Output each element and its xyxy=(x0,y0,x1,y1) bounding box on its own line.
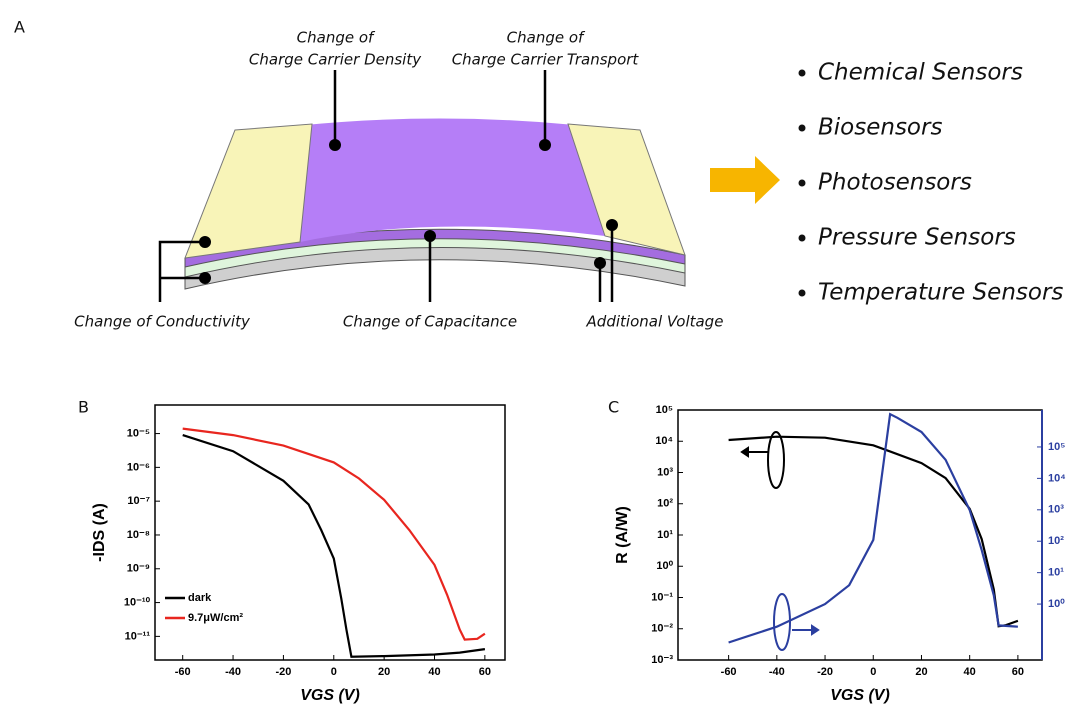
panel-label: A xyxy=(14,18,25,37)
y-tick-label: 10⁻² xyxy=(651,623,673,635)
application-list: Chemical Sensors Biosensors Photosensors Pr… xyxy=(799,60,1064,306)
y-tick-label: 10⁻⁷ xyxy=(127,495,150,507)
x-tick-label: -60 xyxy=(721,666,737,678)
axis-indicator xyxy=(774,594,818,650)
axis-indicator xyxy=(742,432,784,488)
x-tick-label: 20 xyxy=(378,666,390,678)
semiconductor xyxy=(295,119,605,244)
x-tick-label: 40 xyxy=(964,666,976,678)
device-diagram xyxy=(160,70,685,302)
y-axis-label: -IDS (A) xyxy=(91,503,108,562)
x-tick-label: 20 xyxy=(915,666,927,678)
y-tick-label: 10⁻⁹ xyxy=(127,563,150,575)
y-tick-label: 10⁻¹⁰ xyxy=(124,596,151,608)
application: Temperature Sensors xyxy=(818,280,1063,306)
y2-tick-label: 10¹ xyxy=(1048,567,1064,579)
y-tick-label: 10⁻⁶ xyxy=(127,461,150,473)
y-tick-label: 10¹ xyxy=(657,529,673,541)
y-tick-label: 10⁻⁵ xyxy=(127,427,150,439)
y-tick-label: 10⁻¹¹ xyxy=(125,630,151,642)
application: Chemical Sensors xyxy=(818,60,1023,86)
legend-label: dark xyxy=(188,592,212,604)
y-tick-label: 10⁰ xyxy=(656,560,673,572)
x-axis-label: VGS (V) xyxy=(830,687,890,704)
y2-tick-label: 10⁰ xyxy=(1048,598,1065,610)
x-tick-label: 0 xyxy=(870,666,876,678)
diagram-label: Additional Voltage xyxy=(586,313,724,331)
y-tick-label: 10⁻¹ xyxy=(651,591,673,603)
diagram-label: Change of xyxy=(297,29,376,47)
series-line xyxy=(183,429,485,640)
y2-tick-label: 10² xyxy=(1048,535,1064,547)
plot-frame xyxy=(678,410,1042,660)
x-tick-label: -40 xyxy=(769,666,785,678)
diagram-label: Change of Capacitance xyxy=(343,313,517,331)
y2-tick-label: 10³ xyxy=(1048,504,1064,516)
x-tick-label: -60 xyxy=(175,666,191,678)
bullet xyxy=(799,125,806,132)
x-tick-label: -20 xyxy=(817,666,833,678)
bullet xyxy=(799,235,806,242)
y-tick-label: 10⁴ xyxy=(655,435,673,447)
application: Pressure Sensors xyxy=(818,225,1016,251)
y-tick-label: 10⁻³ xyxy=(651,654,673,666)
arrow xyxy=(710,156,780,204)
application: Biosensors xyxy=(818,115,942,141)
y2-tick-label: 10⁵ xyxy=(1048,441,1065,453)
series-line xyxy=(729,437,1018,627)
x-tick-label: 60 xyxy=(479,666,491,678)
y-tick-label: 10² xyxy=(657,498,673,510)
x-axis-label: VGS (V) xyxy=(300,687,360,704)
diagram-label: Change of Conductivity xyxy=(74,313,251,331)
y-tick-label: 10⁵ xyxy=(656,404,673,416)
diagram-label: Change of xyxy=(507,29,586,47)
series-line xyxy=(729,414,1018,642)
y-tick-label: 10⁻⁸ xyxy=(127,529,150,541)
bullet xyxy=(799,180,806,187)
y-tick-label: 10³ xyxy=(657,466,673,478)
diagram-label: Charge Carrier Density xyxy=(249,51,422,69)
x-tick-label: 0 xyxy=(331,666,337,678)
application: Photosensors xyxy=(818,170,972,196)
x-tick-label: -20 xyxy=(275,666,291,678)
figure: A B C Change of Charge Carrier Density C… xyxy=(0,0,1086,710)
panel-label: B xyxy=(78,398,89,417)
x-tick-label: 40 xyxy=(428,666,440,678)
panel-label: C xyxy=(608,398,619,417)
diagram-label: Charge Carrier Transport xyxy=(452,51,640,69)
y-axis-label: R (A/W) xyxy=(614,506,631,564)
legend-label: 9.7μW/cm² xyxy=(188,612,243,624)
x-tick-label: 60 xyxy=(1012,666,1024,678)
bullet xyxy=(799,290,806,297)
x-tick-label: -40 xyxy=(225,666,241,678)
y2-tick-label: 10⁴ xyxy=(1048,472,1066,484)
bullet xyxy=(799,70,806,77)
